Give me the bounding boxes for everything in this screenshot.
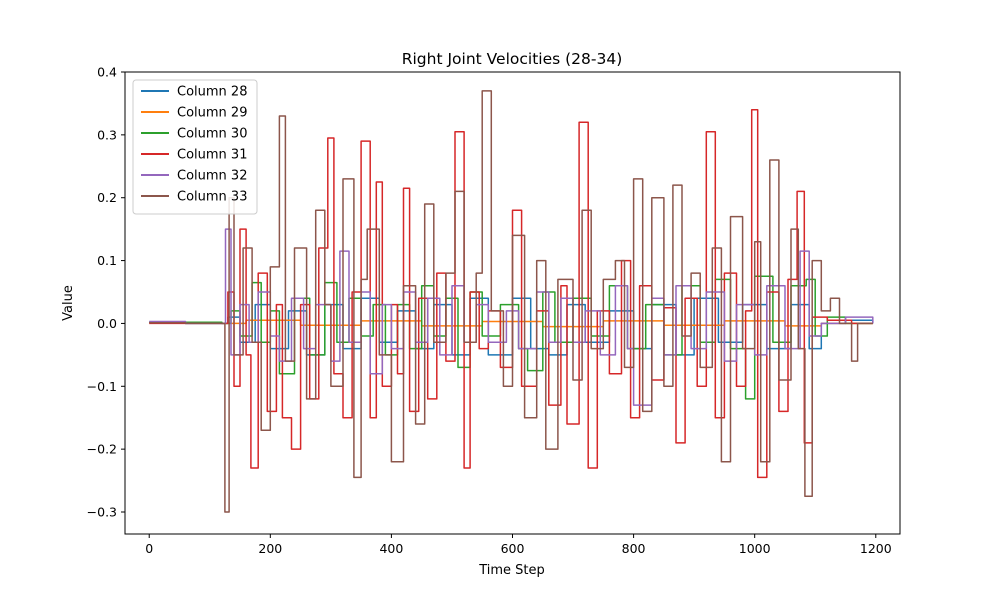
x-tick-label: 400 bbox=[379, 541, 403, 556]
legend-entry: Column 31 bbox=[177, 148, 247, 163]
plot-lines bbox=[149, 90, 874, 513]
legend-entry: Column 33 bbox=[177, 190, 247, 205]
legend-entry: Column 30 bbox=[177, 127, 247, 142]
y-tick-label: −0.2 bbox=[87, 442, 117, 457]
x-tick-label: 0 bbox=[145, 541, 153, 556]
x-tick-label: 200 bbox=[258, 541, 282, 556]
y-axis: −0.3 −0.2 −0.1 0.0 0.1 0.2 0.3 0.4 bbox=[87, 65, 125, 520]
legend-entry: Column 29 bbox=[177, 106, 247, 121]
y-tick-label: 0.2 bbox=[97, 190, 117, 205]
series-line-column-33 bbox=[149, 90, 873, 513]
x-axis: 0 200 400 600 800 1000 1200 bbox=[145, 534, 892, 556]
y-tick-label: 0.3 bbox=[97, 127, 117, 142]
x-axis-label: Time Step bbox=[478, 563, 545, 578]
legend-entry: Column 32 bbox=[177, 169, 247, 184]
chart-title: Right Joint Velocities (28-34) bbox=[402, 50, 623, 68]
y-tick-label: 0.4 bbox=[97, 65, 117, 80]
y-tick-label: 0.1 bbox=[97, 253, 117, 268]
y-tick-label: −0.3 bbox=[87, 505, 117, 520]
y-axis-label: Value bbox=[61, 285, 76, 321]
x-tick-label: 1000 bbox=[739, 541, 771, 556]
y-tick-label: −0.1 bbox=[87, 379, 117, 394]
legend-box bbox=[132, 79, 258, 215]
x-tick-label: 800 bbox=[622, 541, 646, 556]
legend-entry: Column 28 bbox=[177, 85, 247, 100]
x-tick-label: 1200 bbox=[860, 541, 892, 556]
x-tick-label: 600 bbox=[501, 541, 525, 556]
y-tick-label: 0.0 bbox=[97, 316, 117, 331]
legend: Column 28 Column 29 Column 30 Column 31 Colu… bbox=[132, 79, 258, 215]
